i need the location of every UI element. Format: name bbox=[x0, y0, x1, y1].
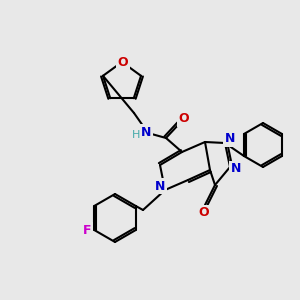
Text: N: N bbox=[225, 133, 235, 146]
Text: O: O bbox=[179, 112, 189, 125]
Text: N: N bbox=[231, 163, 241, 176]
Text: O: O bbox=[199, 206, 209, 220]
Text: N: N bbox=[141, 125, 151, 139]
Text: O: O bbox=[118, 56, 128, 68]
Text: F: F bbox=[83, 224, 92, 236]
Text: H: H bbox=[132, 130, 140, 140]
Text: N: N bbox=[155, 179, 165, 193]
